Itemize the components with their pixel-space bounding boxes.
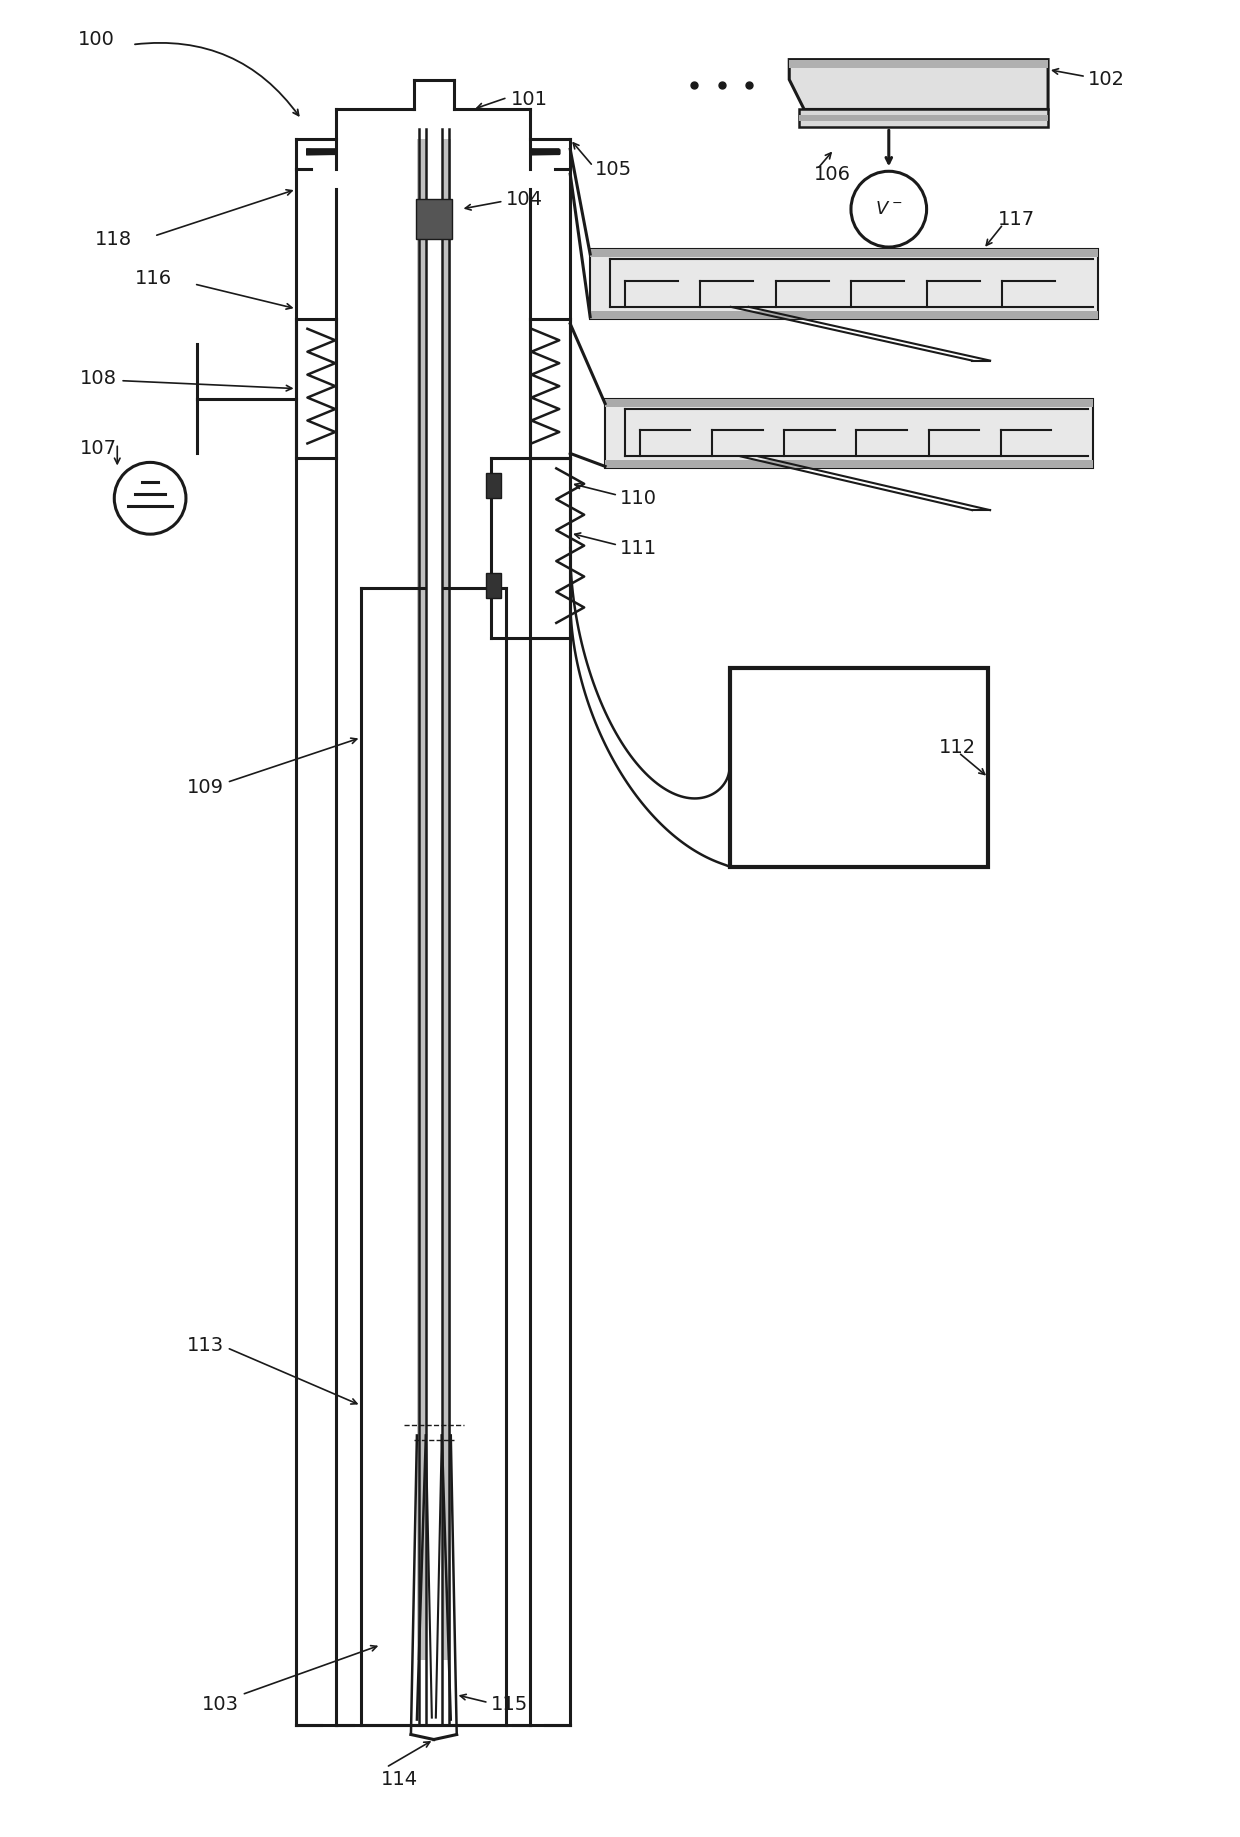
Bar bbox=[417, 140, 451, 1661]
Bar bbox=[605, 461, 1092, 468]
Text: 115: 115 bbox=[491, 1696, 528, 1714]
Text: 100: 100 bbox=[77, 29, 114, 50]
Text: $V^-$: $V^-$ bbox=[875, 200, 903, 219]
Text: 109: 109 bbox=[187, 777, 224, 797]
Bar bbox=[789, 59, 1048, 68]
Polygon shape bbox=[789, 59, 1048, 110]
Text: 113: 113 bbox=[187, 1335, 224, 1356]
Text: 105: 105 bbox=[595, 160, 632, 178]
Text: 103: 103 bbox=[202, 1696, 239, 1714]
Bar bbox=[605, 399, 1092, 468]
Text: 117: 117 bbox=[998, 209, 1035, 228]
Bar bbox=[800, 116, 1048, 121]
Text: 112: 112 bbox=[939, 738, 976, 757]
Bar bbox=[486, 573, 501, 599]
Text: 110: 110 bbox=[620, 489, 657, 507]
Bar bbox=[605, 399, 1092, 406]
Bar bbox=[486, 474, 501, 498]
Text: 111: 111 bbox=[620, 538, 657, 558]
Text: 101: 101 bbox=[511, 90, 548, 108]
Bar bbox=[800, 110, 1048, 127]
Text: 106: 106 bbox=[815, 165, 851, 184]
Text: 114: 114 bbox=[381, 1769, 418, 1789]
Text: 108: 108 bbox=[79, 369, 117, 388]
Text: 118: 118 bbox=[95, 230, 133, 248]
Text: 107: 107 bbox=[79, 439, 117, 457]
Text: 116: 116 bbox=[135, 270, 172, 288]
Bar bbox=[729, 669, 988, 867]
Text: 104: 104 bbox=[506, 189, 543, 209]
Bar bbox=[425, 140, 441, 1661]
Bar bbox=[590, 250, 1097, 257]
Bar bbox=[415, 198, 451, 239]
Bar bbox=[590, 310, 1097, 320]
Bar bbox=[590, 250, 1097, 320]
Text: 102: 102 bbox=[1087, 70, 1125, 88]
